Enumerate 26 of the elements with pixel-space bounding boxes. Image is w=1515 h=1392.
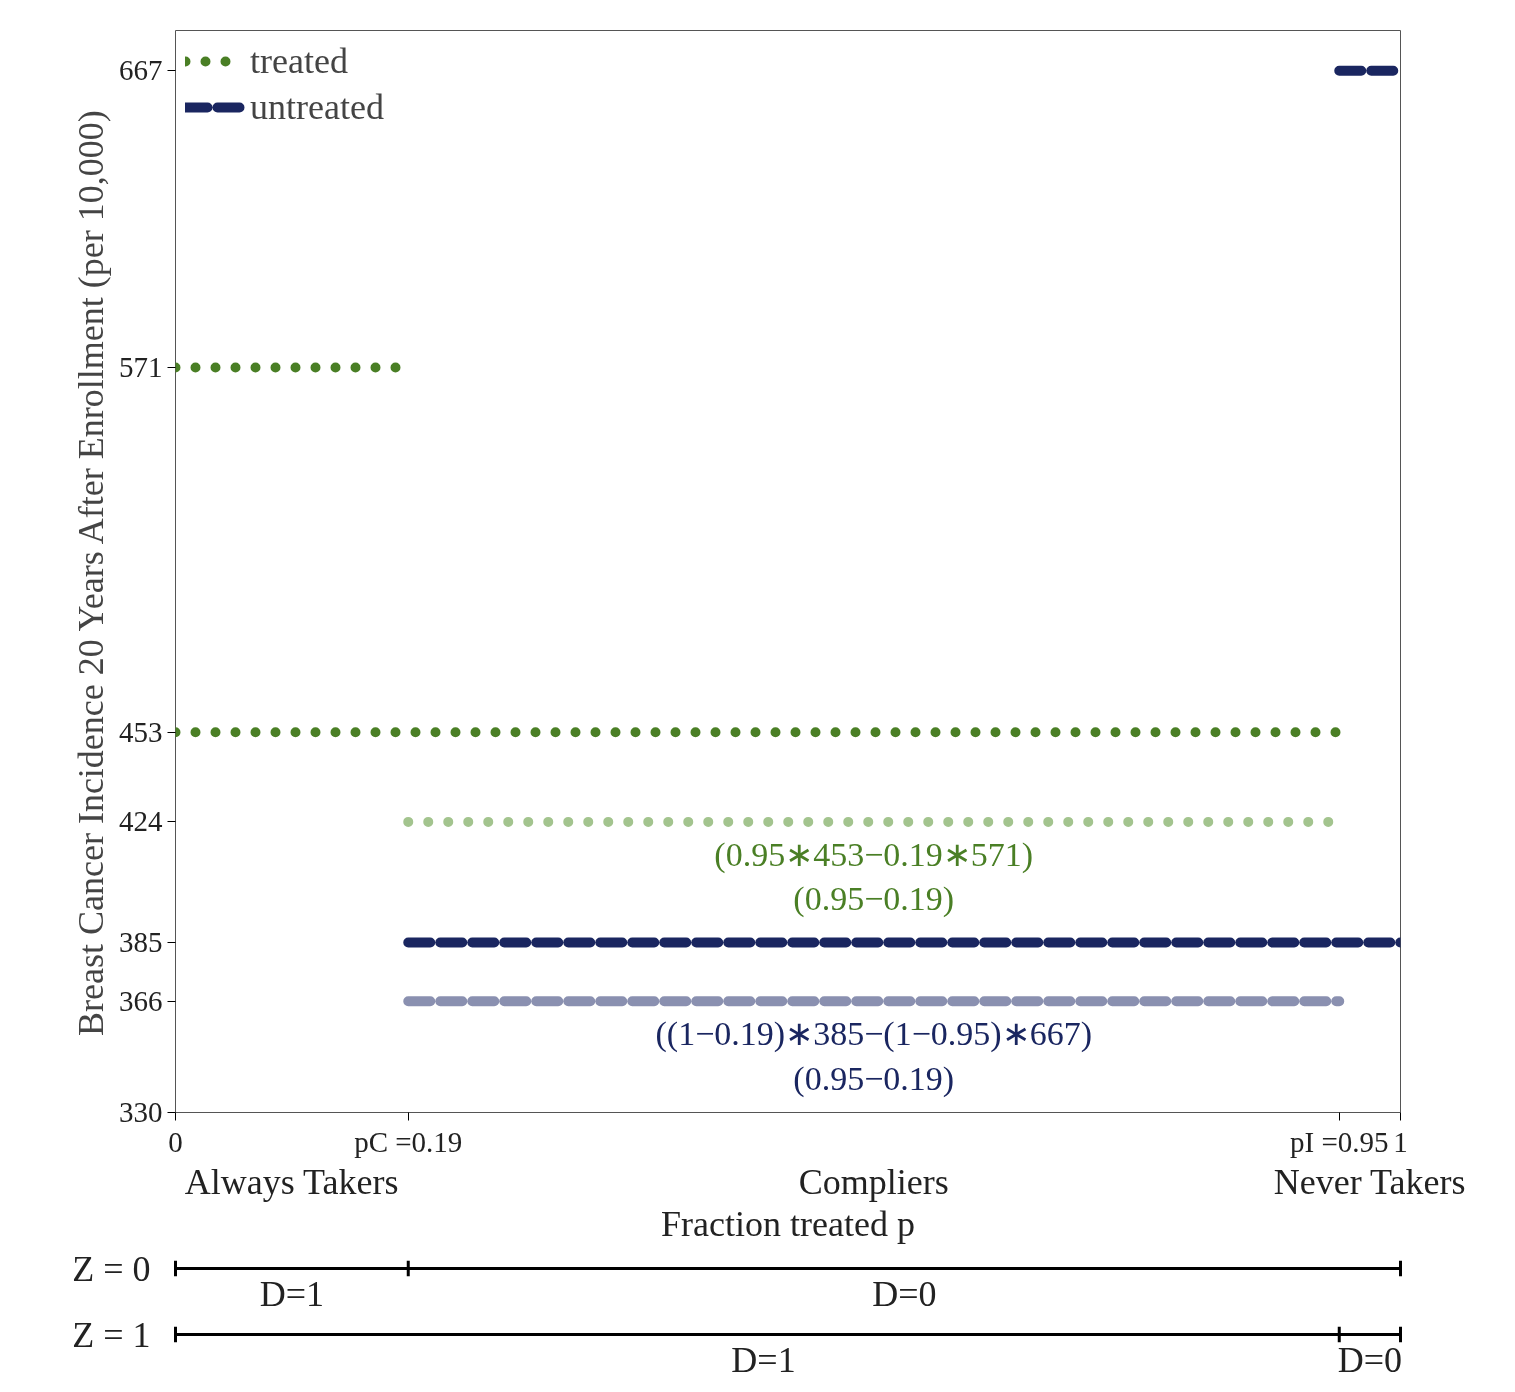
text: Z = 0	[72, 1248, 151, 1289]
y-tick-label: 385	[119, 925, 163, 958]
y-tick-label: 453	[119, 715, 163, 748]
text: Z = 1	[72, 1314, 151, 1355]
text: D=0	[1337, 1339, 1403, 1380]
y-tick-label: 366	[119, 984, 163, 1017]
y-tick-label: 424	[119, 805, 163, 838]
text: Always Takers	[184, 1161, 399, 1202]
text: D=1	[259, 1273, 325, 1314]
annotation: ((1−0.19)∗385−(1−0.95)∗667) (0.95−0.19)	[655, 1015, 1092, 1098]
x-tick-label: 0	[168, 1125, 183, 1158]
x-tick-label: pI =0.95	[1289, 1125, 1389, 1158]
x-axis-title: Fraction treated p	[661, 1203, 915, 1244]
legend-label: treated	[250, 40, 348, 82]
annotation: (0.95∗453−0.19∗571) (0.95−0.19)	[714, 835, 1034, 919]
y-axis-title: Breast Cancer Incidence 20 Years After Enrollment (per 10,000)	[71, 110, 111, 1037]
y-tick-label: 330	[119, 1096, 163, 1128]
text: Compliers	[798, 1161, 949, 1202]
text: Never Takers	[1273, 1161, 1466, 1202]
legend-label: untreated	[250, 86, 384, 128]
x-tick-label: 1	[1393, 1125, 1408, 1158]
text: D=1	[731, 1339, 796, 1380]
x-tick-label: pC =0.19	[354, 1125, 463, 1158]
text: D=0	[872, 1273, 937, 1314]
y-tick-label: 667	[119, 54, 163, 87]
y-tick-label: 571	[119, 350, 163, 383]
